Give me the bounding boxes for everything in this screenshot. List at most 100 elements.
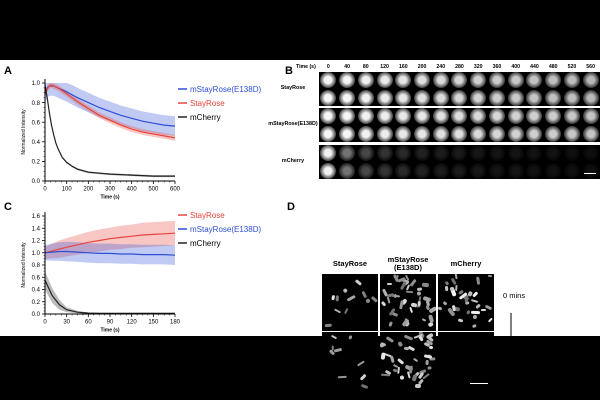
- timelapse-frame: [394, 108, 413, 142]
- fluorescent-spot: [414, 162, 431, 179]
- panel-label-a: A: [4, 65, 12, 77]
- fluorescent-spot: [376, 145, 393, 161]
- cell-particle: [425, 360, 429, 366]
- timelapse-frame: [544, 108, 563, 142]
- time-header: Time (s): [296, 64, 316, 70]
- y-tick-label: 0.0: [32, 179, 41, 185]
- timelapse-frame: [525, 145, 544, 179]
- fluorescent-spot: [376, 72, 393, 88]
- x-tick-label: 400: [127, 187, 138, 193]
- row-label: mStayRose(E138D): [268, 121, 318, 127]
- timelapse-frame: [375, 72, 394, 106]
- x-tick-label: 90: [107, 320, 114, 326]
- fluorescent-spot: [582, 145, 599, 161]
- fluorescent-spot: [395, 162, 412, 179]
- timelapse-frame: [319, 145, 338, 179]
- timelapse-frame: [581, 108, 600, 142]
- fluorescent-spot: [470, 125, 487, 142]
- timelapse-frame: [356, 72, 375, 106]
- fluorescent-spot: [545, 108, 562, 124]
- x-tick-label: 500: [148, 187, 159, 193]
- y-tick-label: 0.4: [32, 140, 41, 146]
- time-label: 520: [567, 64, 577, 70]
- scale-bar: [584, 172, 596, 174]
- fluorescent-spot: [545, 125, 562, 142]
- fluorescent-spot: [339, 162, 356, 179]
- cell-particle: [487, 317, 493, 323]
- x-axis-label: Time (s): [100, 195, 119, 201]
- cell-particle: [354, 279, 362, 286]
- micrograph: [322, 332, 378, 389]
- fluorescent-spot: [320, 89, 337, 106]
- fluorescent-spot: [320, 125, 337, 142]
- y-tick-label: 0.6: [32, 120, 41, 126]
- fluorescent-spot: [526, 89, 543, 106]
- fluorescent-spot: [563, 125, 580, 142]
- cell-particle: [386, 293, 395, 298]
- row-label: mCherry: [281, 158, 305, 164]
- timelapse-frame: [563, 145, 582, 179]
- fluorescent-spot: [395, 145, 412, 161]
- image-strip: [319, 108, 600, 142]
- fluorescent-spot: [470, 145, 487, 161]
- timelapse-frame: [338, 145, 357, 179]
- cell-particle: [335, 295, 340, 303]
- series-band-stayrose: [45, 220, 175, 259]
- time-label: 160: [398, 64, 408, 70]
- cell-particle: [359, 374, 367, 381]
- column-title: mStayRose (E138D): [387, 255, 429, 272]
- fluorescent-spot: [507, 89, 524, 106]
- cell-particle: [398, 300, 404, 310]
- panel-b: Time (s) 0 40 80 120 160 200 240 280 320 360 400 440…: [268, 60, 600, 190]
- fluorescent-spot: [488, 89, 505, 106]
- timelapse-frame: [450, 145, 469, 179]
- time-label-start: 0 mins: [503, 291, 526, 300]
- series-line-mcherry: [44, 280, 175, 314]
- chart-c: 0.0 0.2 0.4 0.6 0.8 1.0 1.2 1.4 1.6 0 30 60 90 120 150…: [21, 211, 261, 334]
- fluorescent-spot: [320, 72, 337, 88]
- x-tick-label: 200: [83, 187, 94, 193]
- timelapse-frame: [506, 72, 525, 106]
- timelapse-frame: [375, 108, 394, 142]
- cell-particle: [410, 302, 417, 308]
- cell-particle: [334, 347, 343, 353]
- timelapse-frame: [413, 108, 432, 142]
- fluorescent-spot: [451, 72, 468, 88]
- series-line-stayrose: [44, 232, 176, 254]
- cell-particle: [343, 307, 349, 315]
- x-tick-label: 0: [43, 320, 47, 326]
- cell-particle: [428, 345, 434, 350]
- y-tick-label: 0.4: [32, 288, 41, 294]
- fluorescent-spot: [451, 108, 468, 124]
- y-tick-label: 0.0: [32, 312, 41, 318]
- series-band-mstayrose-e138d-: [45, 83, 175, 136]
- y-tick-label: 0.2: [32, 160, 41, 166]
- image-strip: [319, 72, 600, 106]
- cell-particle: [330, 334, 337, 340]
- cell-particle: [324, 323, 332, 328]
- cell-particle: [346, 295, 356, 302]
- cell-particle: [397, 341, 403, 348]
- fluorescent-spot: [357, 72, 374, 88]
- legend-entry: mCherry: [190, 239, 221, 248]
- cell-particle: [397, 357, 406, 366]
- scale-bar: [470, 382, 488, 384]
- cell-particle: [442, 300, 448, 306]
- fluorescent-spot: [320, 162, 337, 179]
- fluorescent-spot: [432, 89, 449, 106]
- fluorescent-spot: [414, 125, 431, 142]
- fluorescent-spot: [339, 125, 356, 142]
- fluorescent-spot: [376, 108, 393, 124]
- fluorescent-spot: [432, 72, 449, 88]
- timelapse-frame: [413, 145, 432, 179]
- cell-particle: [415, 383, 422, 388]
- fluorescent-spot: [357, 125, 374, 142]
- fluorescent-spot: [507, 108, 524, 124]
- fluorescent-spot: [582, 162, 599, 179]
- fluorescent-spot: [470, 108, 487, 124]
- fluorescent-spot: [488, 145, 505, 161]
- timelapse-frame: [488, 108, 507, 142]
- cell-particle: [380, 301, 387, 308]
- x-tick-label: 30: [63, 320, 70, 326]
- fluorescent-spot: [526, 72, 543, 88]
